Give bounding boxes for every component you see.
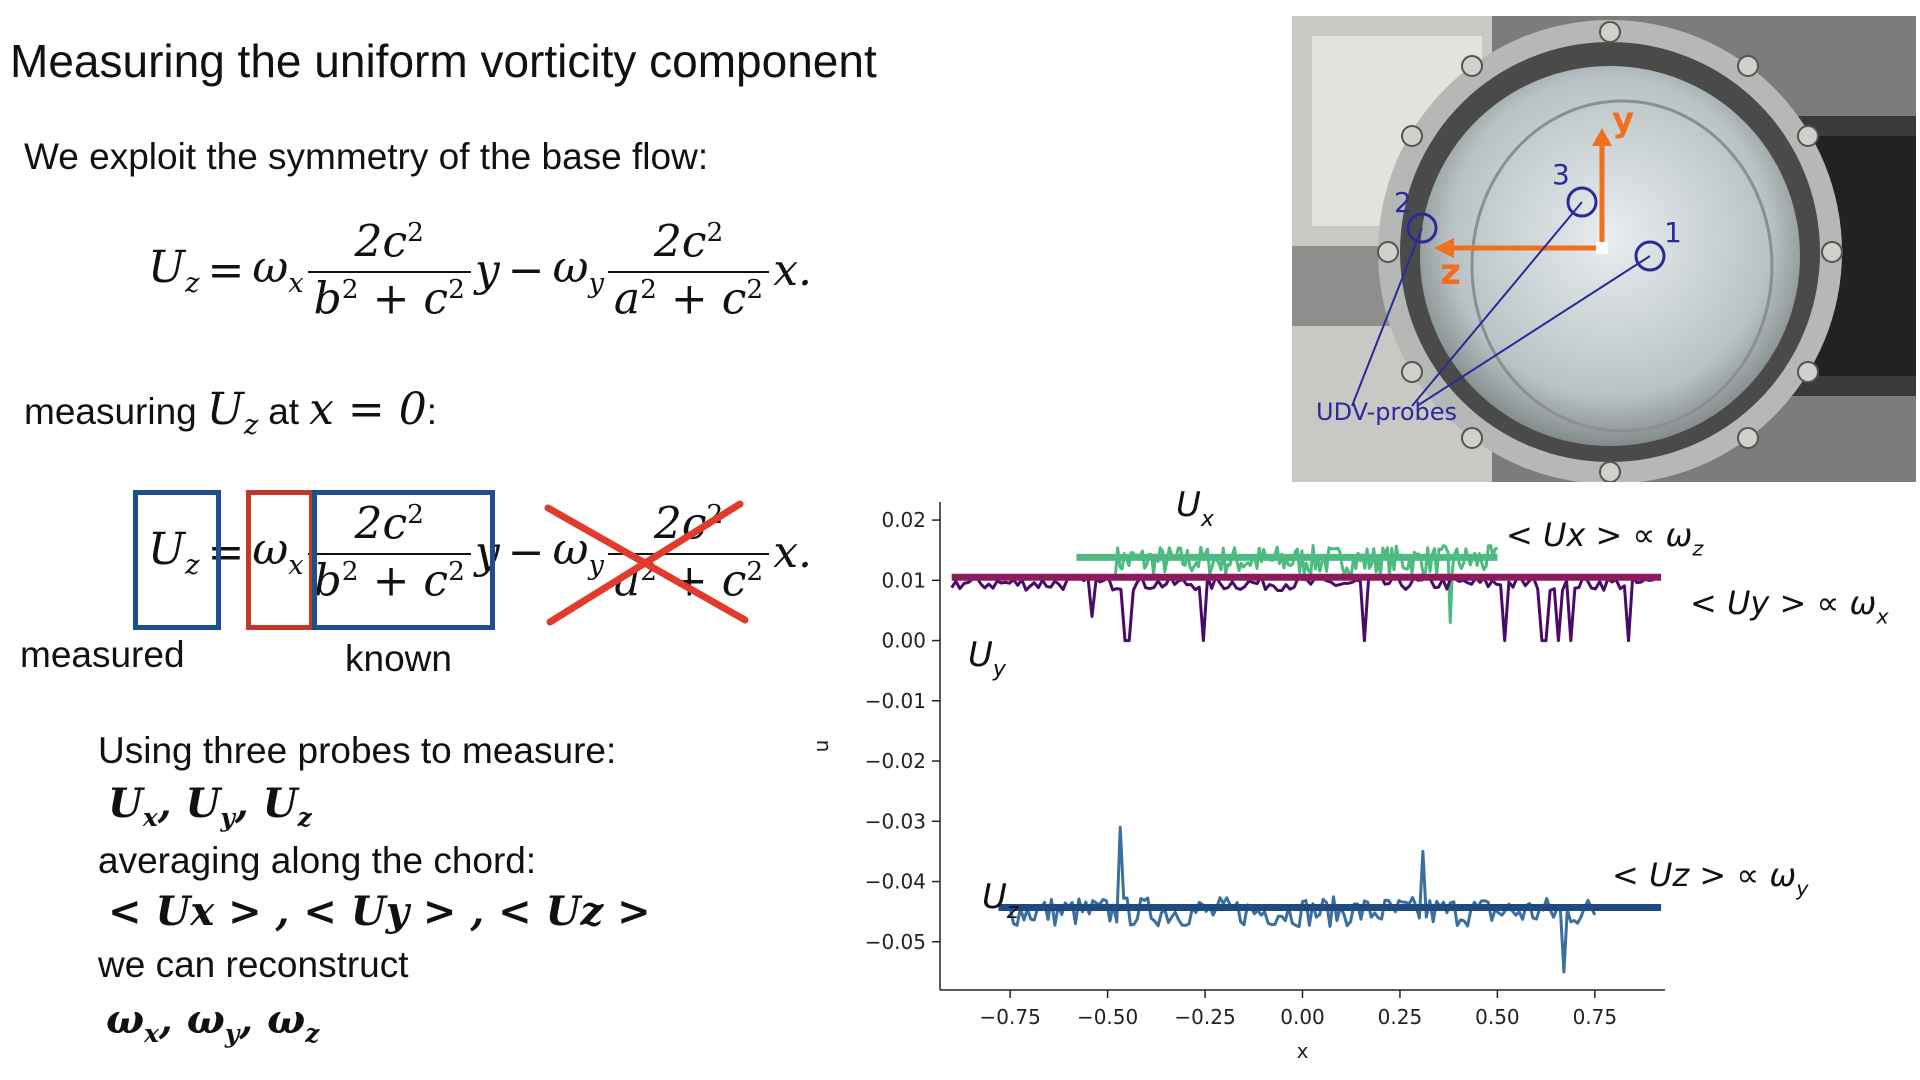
- series-uy-line: [950, 574, 1654, 643]
- x-axis-label: x: [1297, 1039, 1309, 1063]
- y-tick-label: 0.01: [881, 568, 926, 592]
- eq-omega-y: ωy: [552, 242, 604, 300]
- x-tick-label: −0.50: [1077, 1005, 1138, 1029]
- probes-text: Using three probes to measure:: [98, 730, 617, 771]
- udv-probes-label: UDV-probes: [1316, 398, 1457, 426]
- averaging-text: averaging along the chord:: [98, 840, 537, 881]
- x-tick-label: 0.50: [1475, 1005, 1520, 1029]
- y-tick-label: −0.05: [865, 930, 926, 954]
- probe-3-label: 3: [1552, 158, 1570, 191]
- axis-z-label: z: [1440, 252, 1461, 293]
- measured-box: [133, 490, 221, 630]
- eq-omega-x: ωx: [252, 242, 304, 300]
- uz-label: Uz: [982, 877, 1019, 924]
- axis-y-label: y: [1612, 100, 1634, 140]
- chart-svg: 0.02 0.01 0.00 −0.01 −0.02 −0.03 −0.04 −0.05 −0.…: [809, 485, 1889, 1063]
- y-axis-label: u: [809, 740, 833, 753]
- cross-out-mark: [544, 500, 749, 626]
- x-tick-label: 0.75: [1573, 1005, 1618, 1029]
- probe-3-marker: [1566, 186, 1598, 218]
- probe-2-label: 2: [1394, 186, 1412, 219]
- y-tick-label: −0.04: [865, 870, 926, 894]
- measuring-line: measuring Uz at x = 0 :: [24, 384, 438, 441]
- x-tick-label: 0.25: [1378, 1005, 1423, 1029]
- known-label: known: [345, 638, 452, 679]
- probe-1-marker: [1634, 240, 1666, 272]
- omega-x-box: [246, 490, 314, 630]
- reconstruct-text: we can reconstruct: [98, 944, 409, 985]
- known-box: [312, 490, 495, 630]
- ux-label: Ux: [1176, 490, 1215, 532]
- apparatus-photo: y z 1 2 3 UDV-probes: [1292, 16, 1916, 482]
- x-tick-label: 0.00: [1280, 1005, 1325, 1029]
- equation-uz: Uz = ωx 2c2 b2 + c2 y − ωy 2c2 a2 + c2 x…: [148, 216, 813, 325]
- x-tick-label: −0.25: [1174, 1005, 1235, 1029]
- y-tick-label: −0.03: [865, 809, 926, 833]
- eq-frac-2: 2c2 a2 + c2: [607, 219, 770, 321]
- probes-math: Ux, Uy, Uz: [108, 780, 312, 832]
- averages-math: < Ux > , < Uy > , < Uz >: [108, 888, 651, 935]
- cross-stroke-2: [546, 500, 744, 626]
- omega-math: ωx, ωy, ωz: [106, 996, 320, 1048]
- measured-label: measured: [20, 634, 185, 675]
- y-tick-label: −0.02: [865, 749, 926, 773]
- y-tick-label: 0.02: [881, 508, 926, 532]
- equation-boxed: Uz = ωx 2c2 b2 + c2 y − ωy 2c2 a2 + c2 x…: [148, 498, 813, 607]
- y-tick-label: 0.00: [881, 629, 926, 653]
- mean-uy-annotation: < Uy > ∝ ωx: [1690, 584, 1889, 629]
- eq-lhs: Uz: [148, 242, 200, 300]
- eq-frac-1: 2c2 b2 + c2: [307, 219, 471, 321]
- intro-text: We exploit the symmetry of the base flow…: [24, 136, 709, 177]
- y-tick-label: −0.01: [865, 689, 926, 713]
- uy-label: Uy: [968, 635, 1007, 682]
- probe-1-label: 1: [1664, 216, 1682, 249]
- probe-2-marker: [1406, 212, 1438, 244]
- mean-ux-annotation: < Ux > ∝ ωz: [1506, 516, 1704, 561]
- x-tick-label: −0.75: [980, 1005, 1041, 1029]
- series-ux-line: [1113, 544, 1499, 624]
- series-uz-line: [1008, 825, 1597, 974]
- velocity-chart: 0.02 0.01 0.00 −0.01 −0.02 −0.03 −0.04 −0.05 −0.…: [790, 485, 1920, 1070]
- mean-uz-annotation: < Uz > ∝ ωy: [1612, 856, 1809, 901]
- slide-title: Measuring the uniform vorticity componen…: [10, 35, 877, 87]
